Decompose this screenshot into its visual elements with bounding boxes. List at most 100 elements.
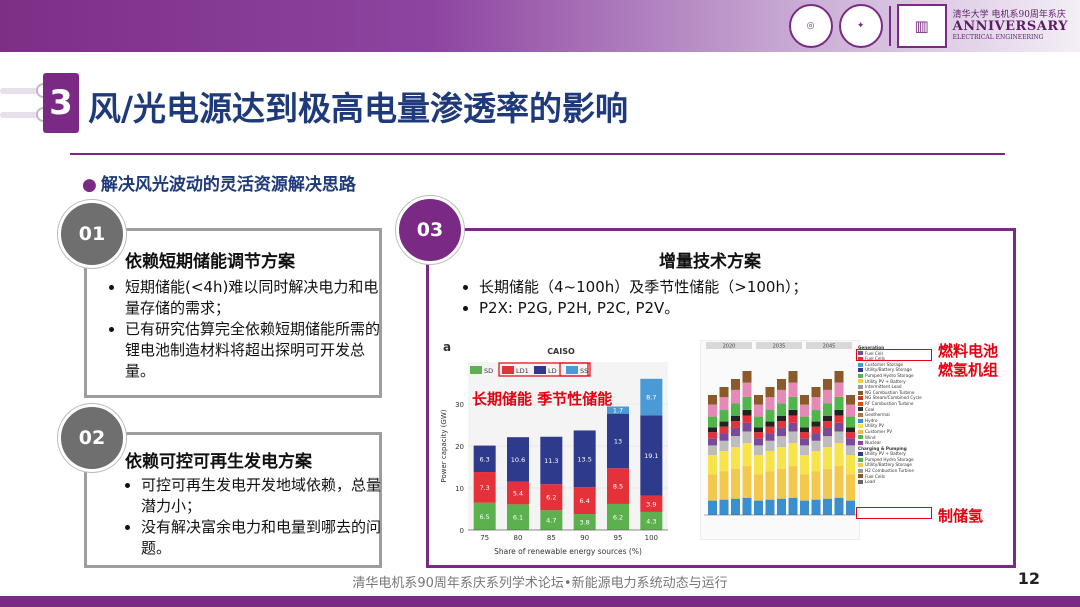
- stack-segment: [811, 471, 821, 500]
- legend-swatch: [858, 463, 863, 468]
- bullet-item: 已有研究估算完全依赖短期储能所需的锂电池制造材料将超出探明可开发总量。: [125, 319, 380, 382]
- stack-segment: [719, 387, 729, 398]
- stack-segment: [731, 403, 740, 416]
- bar-segment: [640, 378, 663, 416]
- title-divider: [70, 153, 1005, 155]
- bar-segment: [540, 436, 563, 485]
- legend-row: Load: [858, 479, 930, 485]
- stack-segment: [823, 468, 832, 499]
- stack-segment: [777, 427, 786, 437]
- stack-segment: [846, 438, 855, 446]
- legend-row: Fuel Cells: [858, 356, 930, 362]
- stack-segment: [846, 455, 855, 475]
- legend-swatch: [858, 401, 863, 406]
- legend-text: Intermittent Load: [865, 384, 902, 390]
- bar-value-label: 6.3: [479, 455, 489, 463]
- stack-segment: [811, 410, 821, 422]
- stack-segment: [719, 410, 729, 422]
- stack-segment: [823, 403, 832, 416]
- stack-segment: [800, 432, 809, 439]
- stack-segment: [811, 451, 821, 472]
- stack-segment: [742, 415, 752, 423]
- legend-text: Customer Storage: [865, 361, 904, 367]
- x-tick-label: 90: [580, 534, 589, 542]
- bar-value-label: 1.7: [613, 407, 623, 415]
- group-header: [806, 342, 852, 349]
- legend-text: Utility PV + Battery: [865, 451, 906, 457]
- stack-segment: [731, 427, 740, 437]
- stack-segment: [777, 389, 786, 404]
- legend-swatch: [858, 384, 863, 389]
- legend-text: NG Steam/Combined Cycle: [865, 395, 922, 401]
- stack-segment: [788, 415, 798, 423]
- stack-segment: [708, 404, 717, 417]
- stack-segment: [742, 396, 752, 410]
- card-number-badge: 03: [396, 196, 464, 264]
- annotation-fuel-cell: 燃料电池: [938, 342, 999, 360]
- bar-segment: [507, 437, 529, 482]
- card-number-badge: 01: [58, 200, 126, 268]
- bar-segment: [473, 502, 496, 530]
- anniversary-wordmark: 清华大学 电机系90周年系庆 ANNIVERSARY ELECTRICAL EN…: [953, 10, 1068, 43]
- legend-label: SD: [484, 367, 493, 375]
- legend-text: H2 Combustion Turbine: [865, 468, 914, 474]
- stack-segment: [742, 422, 752, 432]
- stack-segment: [719, 426, 729, 434]
- stack-segment: [777, 436, 786, 447]
- stack-segment: [708, 455, 717, 475]
- bar-segment: [640, 415, 663, 496]
- stack-segment: [823, 498, 832, 515]
- stack-segment: [765, 387, 775, 398]
- stack-segment: [731, 421, 740, 428]
- stack-segment: [708, 445, 717, 455]
- legend-row: H2 Combustion Turbine: [858, 468, 930, 474]
- stack-segment: [742, 466, 752, 498]
- stack-segment: [800, 404, 809, 417]
- legend-text: Pumped Hydro Storage: [865, 456, 914, 462]
- stack-segment: [765, 433, 775, 441]
- legend-text: Utility PV: [865, 423, 885, 429]
- stack-segment: [811, 426, 821, 434]
- legend-text: Nuclear: [865, 440, 882, 446]
- legend-swatch: [858, 356, 863, 361]
- stack-segment: [834, 409, 844, 416]
- stack-segment: [823, 421, 832, 428]
- stack-segment: [811, 387, 821, 398]
- legend-row: Utility PV + Battery: [858, 379, 930, 385]
- bullet-item: P2X: P2G, P2H, P2C, P2V。: [479, 298, 999, 319]
- card-dispatchable-renewable: 依赖可控可再生发电方案 可控可再生发电开发地域依赖，总量潜力小； 没有解决富余电…: [84, 432, 382, 568]
- stack-segment: [777, 403, 786, 416]
- stack-segment: [823, 415, 832, 422]
- legend-swatch: [858, 452, 863, 457]
- rail-line: [0, 112, 48, 118]
- legend-row: Pumped Hydro Storage: [858, 457, 930, 463]
- legend-swatch: [858, 474, 863, 479]
- legend-text: Coal: [865, 406, 875, 412]
- legend-row: Pumped Hydro Storage: [858, 373, 930, 379]
- legend-row: Utility/Battery Storage: [858, 462, 930, 468]
- anniversary-big-text: ANNIVERSARY: [952, 18, 1068, 34]
- page-number: 12: [1017, 569, 1040, 588]
- stack-segment: [834, 443, 844, 467]
- bar-value-label: 10.6: [511, 456, 525, 464]
- stack-segment: [754, 427, 763, 433]
- building-emblem-logo: ▥: [896, 4, 947, 48]
- stack-segment: [834, 382, 844, 397]
- anniversary-small-text: ELECTRICAL ENGINEERING: [952, 33, 1044, 41]
- stack-segment: [765, 451, 775, 472]
- stack-segment: [811, 397, 821, 411]
- legend-swatch: [470, 366, 482, 374]
- group-header: [706, 342, 752, 349]
- legend-row: Customer Storage: [858, 362, 930, 368]
- stack-segment: [834, 415, 844, 423]
- stack-segment: [731, 468, 740, 499]
- stack-segment: [742, 409, 752, 416]
- card-bullets: 长期储能（4~100h）及季节性储能（>100h）； P2X: P2G, P2H…: [463, 277, 999, 319]
- stack-segment: [719, 471, 729, 500]
- stack-segment: [788, 422, 798, 432]
- bar-value-label: 11.3: [544, 457, 558, 465]
- annotation-hydrogen-production: 制储氢: [938, 507, 984, 525]
- stack-segment: [846, 416, 855, 428]
- generation-mix-figure: 2020 2035 2045: [700, 340, 860, 540]
- group-header-label: 2020: [723, 344, 736, 350]
